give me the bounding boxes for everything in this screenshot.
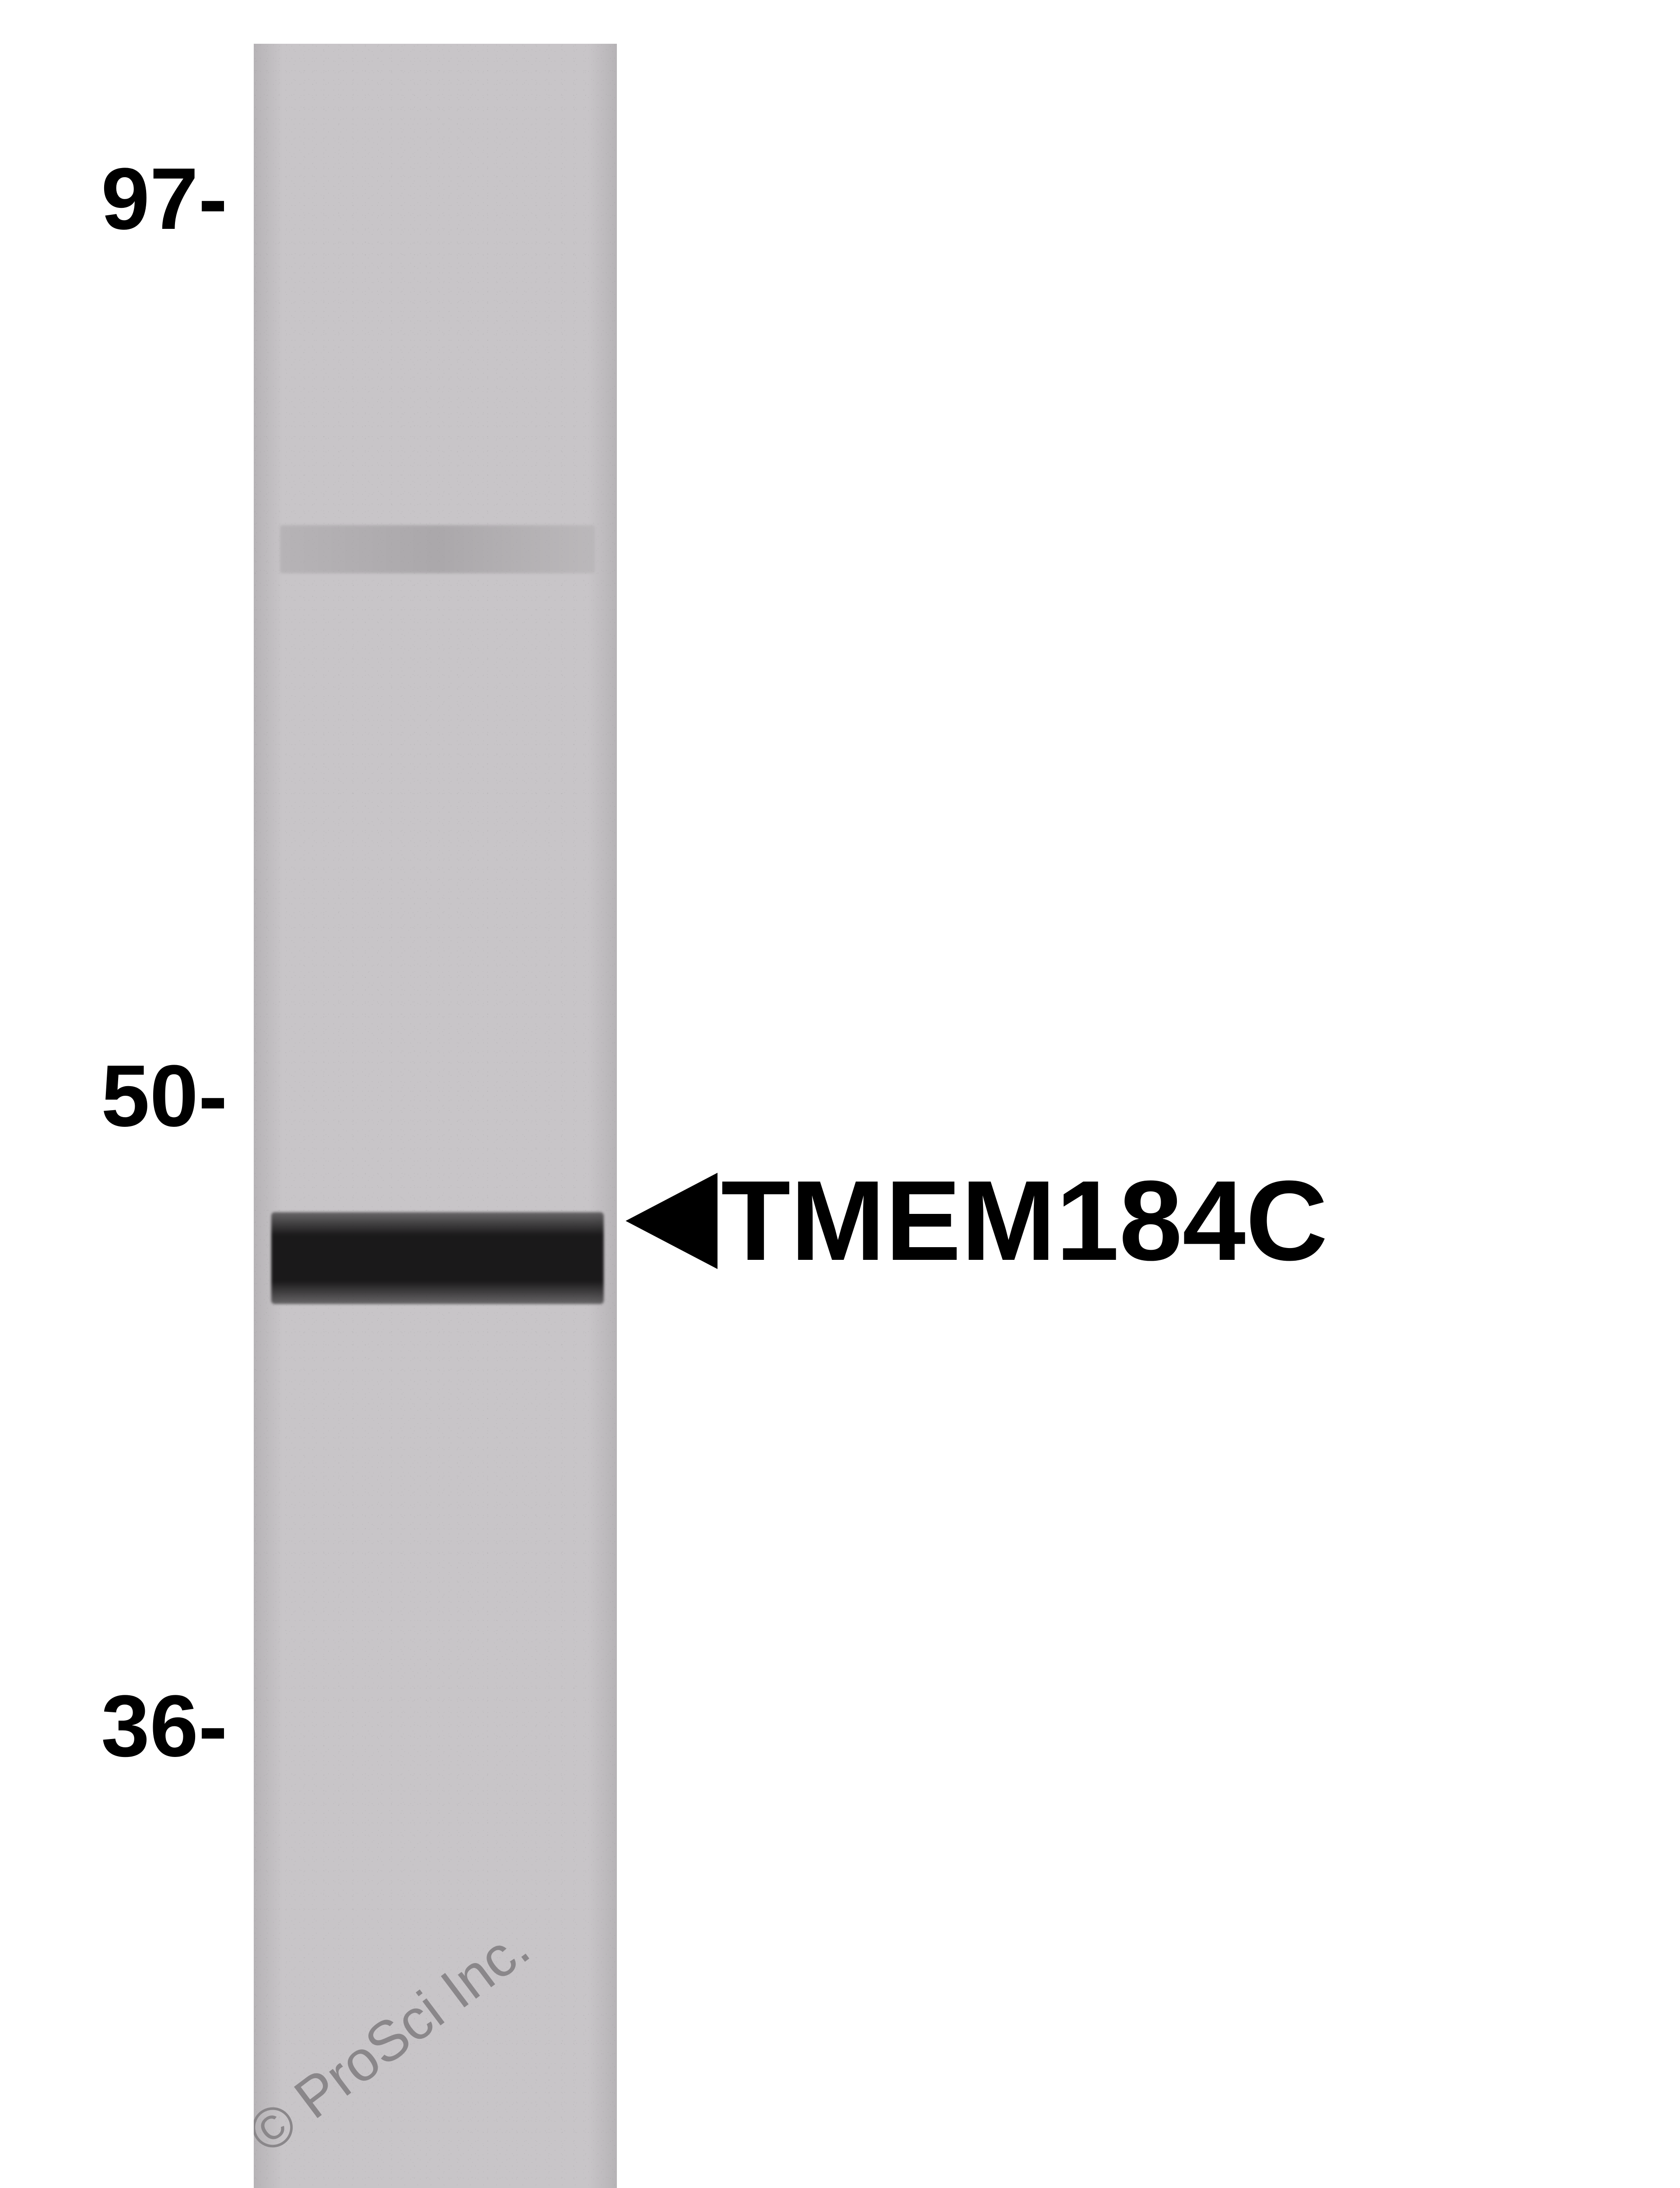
target-annotation: TMEM184C: [626, 1173, 1328, 1269]
target-label: TMEM184C: [721, 1156, 1328, 1287]
mw-marker-label: 97-: [101, 149, 228, 249]
figure-canvas: © ProSci Inc. 97-50-36-28- TMEM184C: [0, 0, 1680, 2188]
arrow-left-icon: [626, 1173, 718, 1269]
gel-band-target: [271, 1212, 604, 1304]
gel-band-nonspecific: [280, 525, 595, 573]
mw-marker-label: 36-: [101, 1676, 228, 1777]
gel-lane: © ProSci Inc.: [254, 44, 617, 2188]
mw-marker-label: 50-: [101, 1046, 228, 1147]
gel-lane-grain: [254, 44, 617, 2188]
